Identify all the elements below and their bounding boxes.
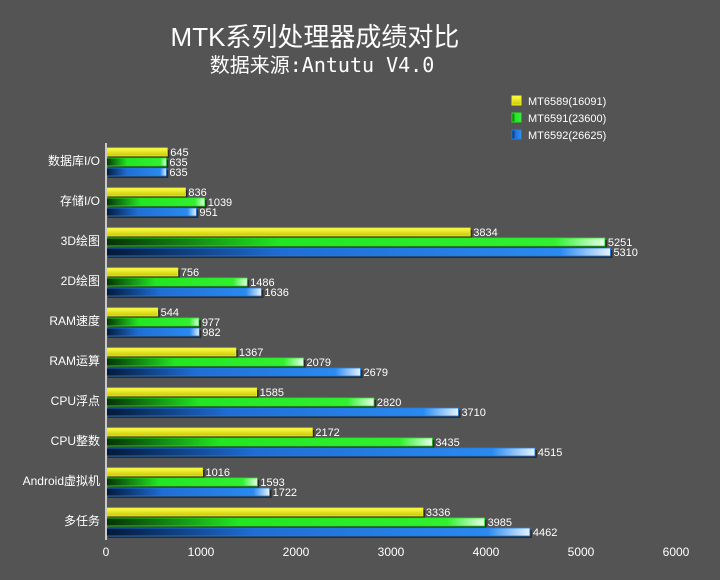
legend-swatch [511,112,522,123]
data-label: 3336 [426,507,450,519]
bar [105,447,536,457]
category-label: 多任务 [64,513,100,528]
x-tick-label: 2000 [283,545,310,559]
bar [105,467,203,477]
bar [105,167,167,177]
bar [105,427,313,437]
bar [105,387,257,397]
data-label: 982 [202,327,220,339]
legend-label: MT6589(16091) [528,96,606,108]
legend-label: MT6591(23600) [528,113,606,125]
bar [105,517,485,527]
bar [105,437,433,447]
bar [105,157,167,167]
data-label: 1016 [206,467,230,479]
bar [105,247,611,257]
data-label: 1367 [239,347,263,359]
bar [105,397,375,407]
bar [105,527,531,537]
bar [105,237,606,247]
bar [105,267,179,277]
bar [105,197,206,207]
data-label: 2679 [364,367,388,379]
data-label: 951 [199,207,217,219]
bar [105,327,200,337]
data-label: 5310 [613,247,637,259]
category-label: 2D绘图 [61,273,100,288]
bar [105,227,471,237]
category-label: Android虚拟机 [23,474,100,488]
data-label: 5251 [608,237,632,249]
data-label: 2820 [377,397,401,409]
category-label: 数据库I/O [48,153,100,168]
data-label: 2172 [315,427,339,439]
category-label: RAM速度 [49,313,100,328]
data-label: 3985 [488,517,512,529]
data-label: 756 [181,267,199,279]
x-tick-label: 6000 [663,545,690,559]
category-label: RAM运算 [49,353,100,368]
data-label: 2079 [307,357,331,369]
x-axis: 0 1000 2000 3000 4000 5000 6000 [103,545,690,559]
legend: MT6589(16091) MT6591(23600) MT6592(26625) [511,95,606,142]
data-label: 544 [161,307,179,319]
data-label: 1486 [250,277,274,289]
data-label: 635 [169,157,187,169]
bar [105,277,248,287]
bar [105,287,262,297]
data-label: 1039 [208,197,232,209]
bar [105,407,459,417]
bar [105,487,270,497]
legend-swatch [511,129,522,140]
data-label: 3710 [461,407,485,419]
bar [105,307,159,317]
legend-label: MT6592(26625) [528,130,606,142]
x-tick-label: 0 [103,545,110,559]
bar [105,187,186,197]
x-tick-label: 1000 [188,545,215,559]
bar [105,357,304,367]
chart-subtitle: 数据来源:Antutu V4.0 [210,53,435,77]
bars: 数据库I/O645635635存储I/O83610399513D绘图383452… [23,147,638,539]
bar [105,347,237,357]
data-label: 4515 [538,447,562,459]
data-label: 3435 [435,437,459,449]
category-label: CPU浮点 [51,394,100,408]
data-label: 1593 [260,477,284,489]
data-label: 645 [170,147,188,159]
x-tick-label: 4000 [473,545,500,559]
bar [105,477,258,487]
data-label: 1636 [264,287,288,299]
data-label: 635 [169,167,187,179]
chart-title: MTK系列处理器成绩对比 [171,22,460,52]
data-label: 3834 [473,227,497,239]
bar [105,367,361,377]
bar [105,207,197,217]
x-tick-label: 5000 [568,545,595,559]
bar [105,317,200,327]
bar [105,507,424,517]
x-tick-label: 3000 [378,545,405,559]
category-label: 存储I/O [60,193,100,208]
category-label: CPU整数 [51,433,100,448]
category-label: 3D绘图 [61,233,100,248]
data-label: 836 [188,187,206,199]
data-label: 1585 [260,387,284,399]
data-label: 1722 [273,487,297,499]
bar [105,147,168,157]
data-label: 977 [202,317,220,329]
legend-swatch [511,95,522,106]
data-label: 4462 [533,527,557,539]
